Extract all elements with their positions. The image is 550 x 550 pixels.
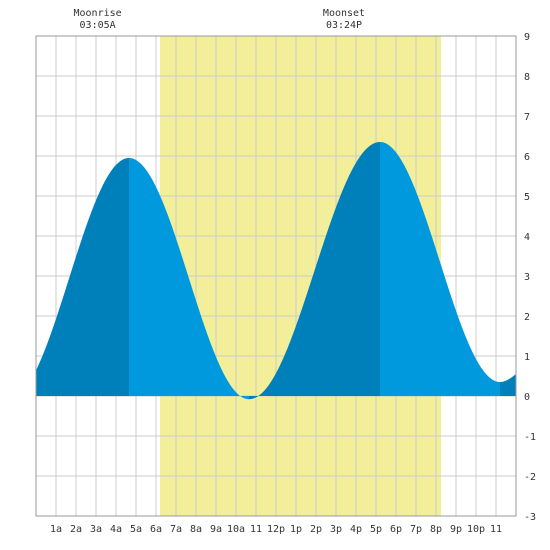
x-tick-label: 2a [70, 524, 82, 535]
x-tick-label: 6p [390, 524, 402, 535]
x-tick-label: 7p [410, 524, 422, 535]
tide-area-falling [129, 158, 249, 400]
tide-area-falling [380, 142, 500, 396]
x-tick-label: 11 [250, 524, 262, 535]
tide-area-layer [36, 142, 516, 400]
y-tick-label: 0 [524, 392, 530, 403]
y-tick-label: -2 [524, 472, 536, 483]
y-tick-label: 2 [524, 312, 530, 323]
x-tick-label: 4p [350, 524, 362, 535]
x-tick-label: 2p [310, 524, 322, 535]
y-tick-label: 7 [524, 112, 530, 123]
x-tick-label: 5p [370, 524, 382, 535]
y-tick-label: 8 [524, 72, 530, 83]
y-tick-label: 4 [524, 232, 530, 243]
x-tick-label: 1p [290, 524, 302, 535]
tide-area-rising [500, 374, 516, 396]
x-tick-label: 12p [267, 524, 285, 535]
x-tick-label: 9a [210, 524, 222, 535]
y-tick-label: 3 [524, 272, 530, 283]
x-tick-label: 10a [227, 524, 245, 535]
x-tick-label: 8p [430, 524, 442, 535]
y-tick-label: 1 [524, 352, 530, 363]
moon-event-time: 03:24P [326, 20, 362, 31]
x-tick-label: 4a [110, 524, 122, 535]
x-tick-label: 5a [130, 524, 142, 535]
moon-event-time: 03:05A [80, 20, 116, 31]
y-tick-label: 6 [524, 152, 530, 163]
x-tick-label: 7a [170, 524, 182, 535]
y-tick-labels: -3 -2 -1 0 1 2 3 4 5 6 7 8 9 [524, 32, 536, 523]
plot-frame [35, 35, 517, 517]
plot-frame-layer [35, 35, 517, 517]
x-tick-labels: 1a 2a 3a 4a 5a 6a 7a 8a 9a 10a 11 12p 1p 2p 3p 4p 5p 6p 7p… [50, 524, 502, 535]
moon-event-label: Moonset [323, 8, 365, 19]
x-tick-label: 1a [50, 524, 62, 535]
x-tick-label: 9p [450, 524, 462, 535]
x-tick-label: 10p [467, 524, 485, 535]
x-tick-label: 6a [150, 524, 162, 535]
tide-area-rising [249, 142, 380, 400]
tide-area-rising [36, 158, 129, 396]
x-tick-label: 8a [190, 524, 202, 535]
x-tick-label: 3a [90, 524, 102, 535]
moon-event-label: Moonrise [74, 8, 122, 19]
x-tick-label: 3p [330, 524, 342, 535]
y-tick-label: 5 [524, 192, 530, 203]
y-tick-label: -3 [524, 512, 536, 523]
y-tick-label: -1 [524, 432, 536, 443]
y-tick-label: 9 [524, 32, 530, 43]
x-tick-label: 11 [490, 524, 502, 535]
